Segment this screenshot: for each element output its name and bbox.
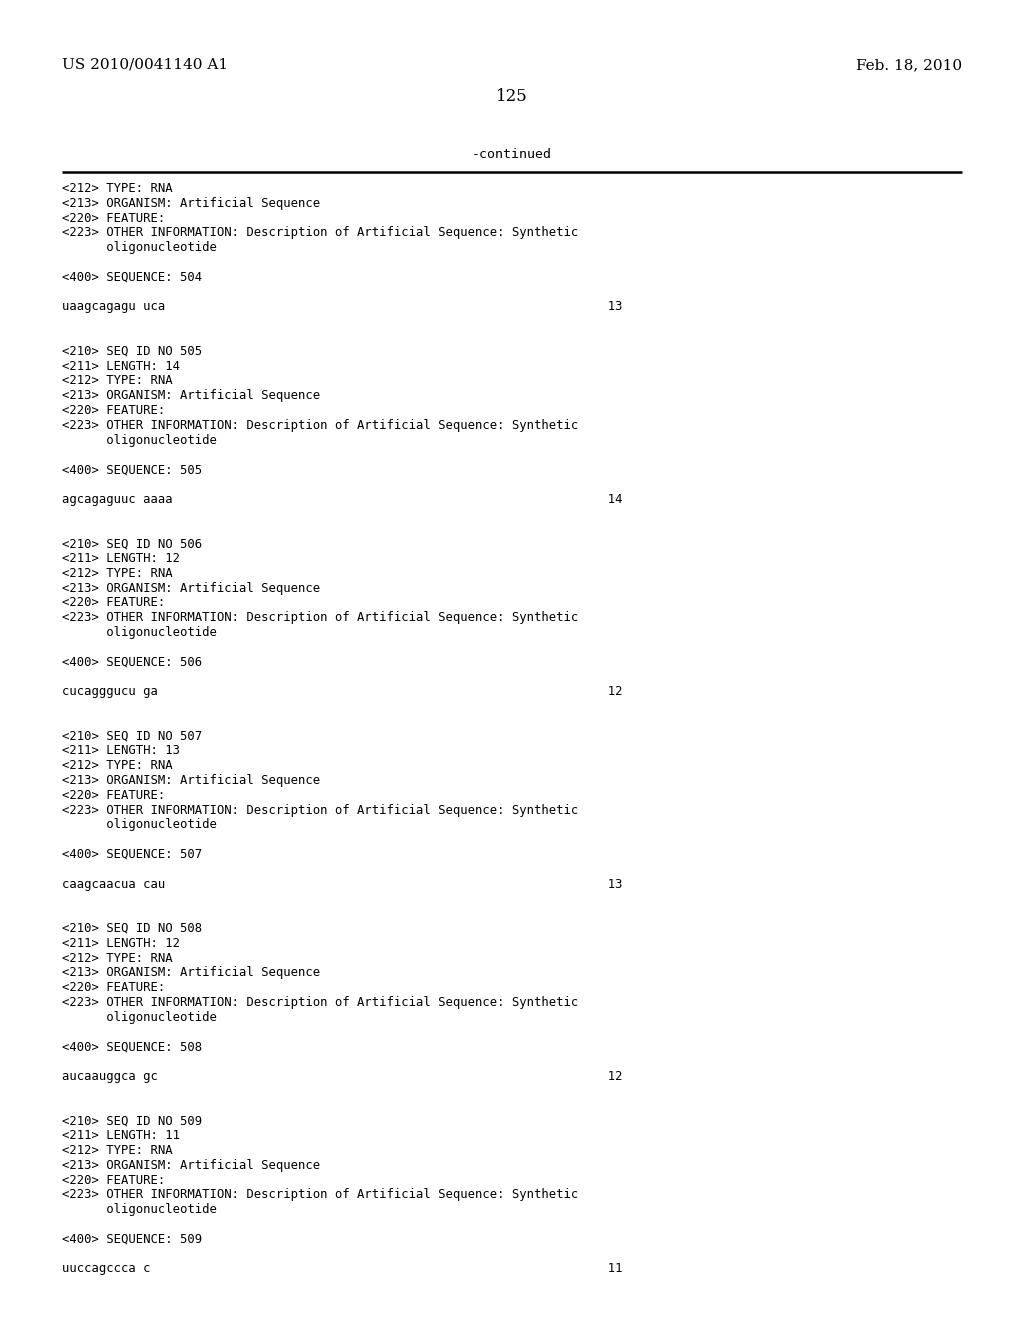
Text: <400> SEQUENCE: 506: <400> SEQUENCE: 506 (62, 656, 202, 669)
Text: <223> OTHER INFORMATION: Description of Artificial Sequence: Synthetic: <223> OTHER INFORMATION: Description of … (62, 611, 579, 624)
Text: <220> FEATURE:: <220> FEATURE: (62, 1173, 165, 1187)
Text: <213> ORGANISM: Artificial Sequence: <213> ORGANISM: Artificial Sequence (62, 966, 321, 979)
Text: <400> SEQUENCE: 504: <400> SEQUENCE: 504 (62, 271, 202, 284)
Text: US 2010/0041140 A1: US 2010/0041140 A1 (62, 58, 228, 73)
Text: <210> SEQ ID NO 505: <210> SEQ ID NO 505 (62, 345, 202, 358)
Text: <220> FEATURE:: <220> FEATURE: (62, 597, 165, 610)
Text: <211> LENGTH: 14: <211> LENGTH: 14 (62, 359, 180, 372)
Text: oligonucleotide: oligonucleotide (62, 242, 217, 255)
Text: <220> FEATURE:: <220> FEATURE: (62, 981, 165, 994)
Text: <223> OTHER INFORMATION: Description of Artificial Sequence: Synthetic: <223> OTHER INFORMATION: Description of … (62, 997, 579, 1008)
Text: <210> SEQ ID NO 509: <210> SEQ ID NO 509 (62, 1114, 202, 1127)
Text: oligonucleotide: oligonucleotide (62, 433, 217, 446)
Text: <220> FEATURE:: <220> FEATURE: (62, 789, 165, 801)
Text: -continued: -continued (472, 148, 552, 161)
Text: <212> TYPE: RNA: <212> TYPE: RNA (62, 1144, 173, 1158)
Text: <213> ORGANISM: Artificial Sequence: <213> ORGANISM: Artificial Sequence (62, 582, 321, 594)
Text: <210> SEQ ID NO 508: <210> SEQ ID NO 508 (62, 921, 202, 935)
Text: <211> LENGTH: 11: <211> LENGTH: 11 (62, 1129, 180, 1142)
Text: <400> SEQUENCE: 505: <400> SEQUENCE: 505 (62, 463, 202, 477)
Text: <212> TYPE: RNA: <212> TYPE: RNA (62, 375, 173, 387)
Text: aucaauggca gc                                                             12: aucaauggca gc 12 (62, 1071, 623, 1082)
Text: <400> SEQUENCE: 507: <400> SEQUENCE: 507 (62, 847, 202, 861)
Text: oligonucleotide: oligonucleotide (62, 626, 217, 639)
Text: <211> LENGTH: 12: <211> LENGTH: 12 (62, 552, 180, 565)
Text: <223> OTHER INFORMATION: Description of Artificial Sequence: Synthetic: <223> OTHER INFORMATION: Description of … (62, 227, 579, 239)
Text: oligonucleotide: oligonucleotide (62, 1204, 217, 1216)
Text: oligonucleotide: oligonucleotide (62, 818, 217, 832)
Text: uaagcagagu uca                                                            13: uaagcagagu uca 13 (62, 301, 623, 313)
Text: <211> LENGTH: 12: <211> LENGTH: 12 (62, 937, 180, 950)
Text: <210> SEQ ID NO 507: <210> SEQ ID NO 507 (62, 730, 202, 743)
Text: <213> ORGANISM: Artificial Sequence: <213> ORGANISM: Artificial Sequence (62, 197, 321, 210)
Text: agcagaguuc aaaa                                                           14: agcagaguuc aaaa 14 (62, 492, 623, 506)
Text: <223> OTHER INFORMATION: Description of Artificial Sequence: Synthetic: <223> OTHER INFORMATION: Description of … (62, 804, 579, 817)
Text: <212> TYPE: RNA: <212> TYPE: RNA (62, 182, 173, 195)
Text: <212> TYPE: RNA: <212> TYPE: RNA (62, 759, 173, 772)
Text: <220> FEATURE:: <220> FEATURE: (62, 404, 165, 417)
Text: <212> TYPE: RNA: <212> TYPE: RNA (62, 952, 173, 965)
Text: <223> OTHER INFORMATION: Description of Artificial Sequence: Synthetic: <223> OTHER INFORMATION: Description of … (62, 1188, 579, 1201)
Text: <212> TYPE: RNA: <212> TYPE: RNA (62, 566, 173, 579)
Text: uuccagccca c                                                              11: uuccagccca c 11 (62, 1262, 623, 1275)
Text: <210> SEQ ID NO 506: <210> SEQ ID NO 506 (62, 537, 202, 550)
Text: <213> ORGANISM: Artificial Sequence: <213> ORGANISM: Artificial Sequence (62, 774, 321, 787)
Text: <223> OTHER INFORMATION: Description of Artificial Sequence: Synthetic: <223> OTHER INFORMATION: Description of … (62, 418, 579, 432)
Text: Feb. 18, 2010: Feb. 18, 2010 (856, 58, 962, 73)
Text: <213> ORGANISM: Artificial Sequence: <213> ORGANISM: Artificial Sequence (62, 1159, 321, 1172)
Text: caagcaacua cau                                                            13: caagcaacua cau 13 (62, 878, 623, 891)
Text: <213> ORGANISM: Artificial Sequence: <213> ORGANISM: Artificial Sequence (62, 389, 321, 403)
Text: <400> SEQUENCE: 509: <400> SEQUENCE: 509 (62, 1233, 202, 1246)
Text: <211> LENGTH: 13: <211> LENGTH: 13 (62, 744, 180, 758)
Text: 125: 125 (496, 88, 528, 106)
Text: oligonucleotide: oligonucleotide (62, 1011, 217, 1024)
Text: <220> FEATURE:: <220> FEATURE: (62, 211, 165, 224)
Text: <400> SEQUENCE: 508: <400> SEQUENCE: 508 (62, 1040, 202, 1053)
Text: cucagggucu ga                                                             12: cucagggucu ga 12 (62, 685, 623, 698)
